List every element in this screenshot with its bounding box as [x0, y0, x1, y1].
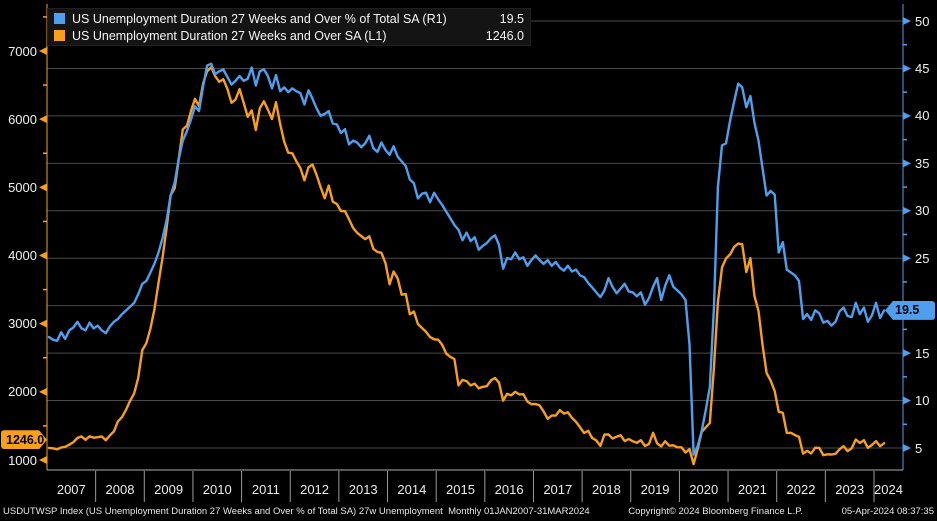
year-label: 2016 [494, 482, 524, 497]
left-axis-tick [39, 387, 47, 396]
right-axis-label: 40 [915, 108, 930, 124]
right-axis-tick [903, 396, 911, 405]
right-axis-label: 15 [915, 345, 930, 361]
legend-row-level-series[interactable]: US Unemployment Duration 27 Weeks and Ov… [54, 27, 524, 44]
right-axis-label: 50 [915, 13, 930, 29]
pct-series-swatch-icon [54, 13, 65, 24]
pct-series-value: 19.5 [499, 11, 524, 26]
left-axis-tick [39, 319, 47, 328]
year-label: 2011 [251, 482, 280, 497]
year-label: 2023 [835, 482, 865, 497]
year-label: 2010 [202, 482, 232, 497]
left-axis-label: 3000 [8, 316, 37, 332]
left-axis-tick [39, 456, 47, 464]
right-axis-tick [903, 64, 911, 73]
right-axis-tick [903, 111, 911, 120]
level-series-swatch-icon [54, 30, 65, 41]
level-last-value-badge: 1246.0 [1, 430, 47, 449]
year-label: 2022 [786, 482, 816, 497]
year-label: 2014 [397, 482, 427, 497]
year-label: 2012 [300, 482, 330, 497]
year-label: 2007 [56, 482, 86, 497]
ticker-description: USDUTWSP Index (US Unemployment Duration… [3, 506, 590, 517]
year-label: 2020 [689, 482, 719, 497]
right-axis-label: 10 [915, 393, 930, 409]
copyright-text: Copyright© 2024 Bloomberg Finance L.P. [628, 506, 803, 517]
year-label: 2021 [737, 482, 767, 497]
timestamp: 05-Apr-2024 08:37:35 [841, 506, 934, 517]
left-axis-tick [39, 47, 47, 55]
right-axis-label: 25 [915, 250, 930, 266]
right-axis-label: 5 [915, 440, 923, 456]
right-axis-tick [903, 444, 911, 452]
left-axis-tick [39, 115, 47, 124]
year-label: 2013 [348, 482, 378, 497]
left-axis-label: 5000 [8, 179, 37, 195]
left-axis-label: 4000 [8, 248, 37, 263]
right-axis-label: 45 [915, 60, 930, 76]
status-bar: USDUTWSP Index (US Unemployment Duration… [0, 504, 937, 520]
level-series-label: US Unemployment Duration 27 Weeks and Ov… [72, 28, 387, 43]
chart-legend: US Unemployment Duration 27 Weeks and Ov… [47, 8, 531, 46]
right-axis-tick [903, 159, 911, 168]
left-axis-label: 2000 [8, 384, 37, 400]
right-axis-tick [903, 17, 911, 25]
year-label: 2009 [154, 482, 184, 497]
pct-series-label: US Unemployment Duration 27 Weeks and Ov… [72, 11, 447, 26]
right-axis-label: 35 [915, 155, 930, 171]
right-axis-label: 30 [915, 203, 930, 219]
right-axis-tick [903, 206, 911, 215]
year-label: 2018 [591, 482, 621, 497]
left-axis-label: 1000 [8, 452, 37, 468]
pct-last-value-badge: 19.5 [885, 300, 935, 320]
year-label: 2015 [446, 482, 475, 497]
right-axis-tick [903, 349, 911, 358]
right-axis-tick [903, 254, 911, 263]
year-label: 2008 [105, 482, 135, 497]
level-series-value: 1246.0 [485, 28, 524, 43]
series-line-level [47, 65, 886, 466]
legend-row-pct-series[interactable]: US Unemployment Duration 27 Weeks and Ov… [54, 10, 524, 27]
year-label: 2017 [543, 482, 573, 497]
left-axis-label: 6000 [8, 111, 37, 127]
left-axis-tick [39, 183, 47, 192]
left-axis-label: 7000 [8, 43, 37, 59]
chart-plot-area[interactable] [47, 4, 903, 470]
year-label: 2019 [640, 482, 670, 497]
year-label: 2024 [874, 482, 903, 497]
left-axis-tick [39, 251, 47, 260]
series-line-pct [47, 62, 886, 456]
